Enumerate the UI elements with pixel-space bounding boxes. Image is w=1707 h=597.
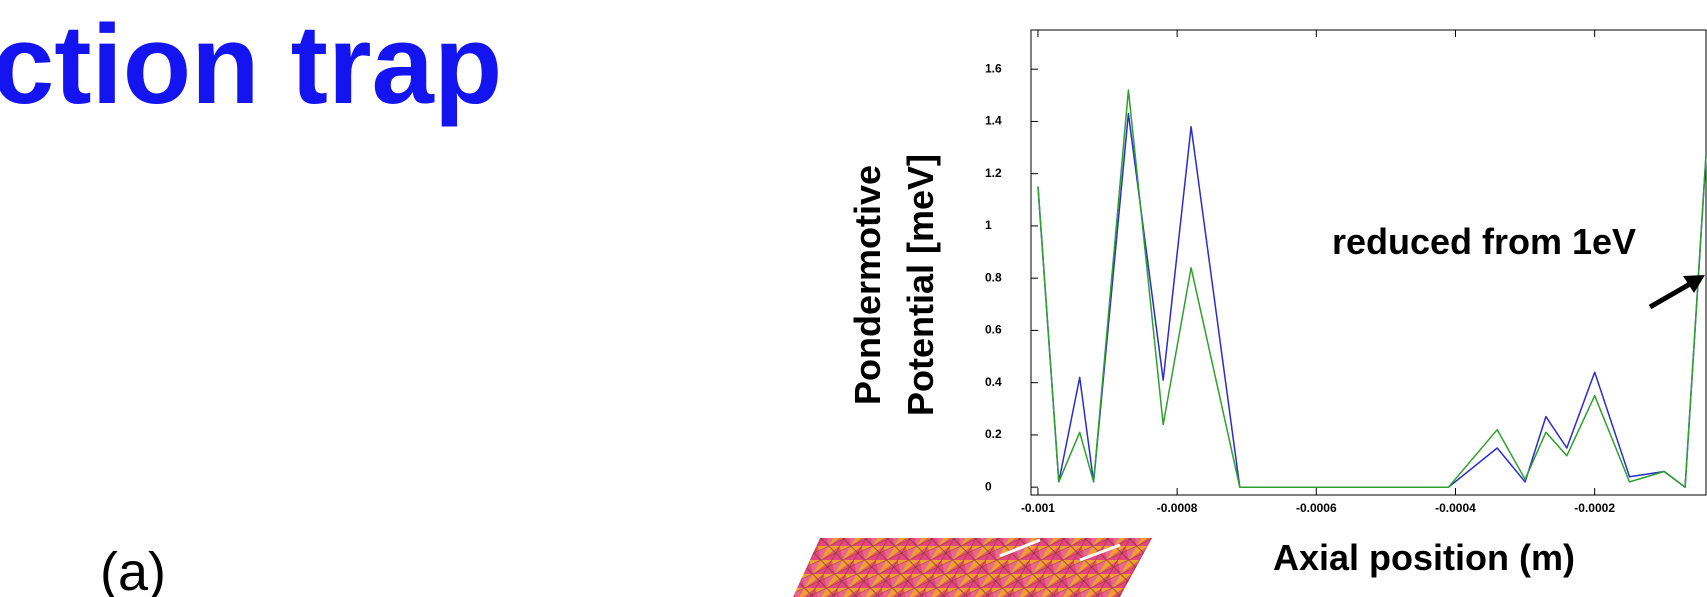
mesh-image [793, 538, 1152, 597]
x-tick-label: -0.0004 [1435, 501, 1476, 515]
y-tick-label: 0.2 [985, 427, 1002, 441]
y-axis-label: Potential [meV] [900, 154, 941, 416]
page: ction trap (a) 0 0.2 0.4 0.6 0.8 1 1.2 1.4 1.6 -0… [0, 0, 1707, 597]
y-tick-label: 1.2 [985, 166, 1002, 180]
x-tick-label: -0.0006 [1296, 501, 1337, 515]
annotation-arrow [1650, 284, 1690, 307]
y-tick-label: 0 [985, 479, 992, 493]
y-axis-label: Pondermotive [847, 165, 888, 405]
y-tick-label: 1 [985, 218, 992, 232]
x-tick-label: -0.0008 [1157, 501, 1198, 515]
chart: 0 0.2 0.4 0.6 0.8 1 1.2 1.4 1.6 -0.001 -0.0008 -0.0… [985, 30, 1706, 515]
x-tick-label: -0.0002 [1574, 501, 1615, 515]
panel-label: (a) [100, 542, 166, 597]
y-tick-label: 1.6 [985, 61, 1002, 75]
x-tick-label: -0.001 [1021, 501, 1055, 515]
data-line [1038, 90, 1706, 487]
slide: ction trap (a) 0 0.2 0.4 0.6 0.8 1 1.2 1.4 1.6 -0… [0, 0, 1707, 597]
y-tick-label: 0.6 [985, 323, 1002, 337]
y-tick-label: 1.4 [985, 114, 1002, 128]
plot-frame [1031, 30, 1706, 495]
y-tick-label: 0.8 [985, 270, 1002, 284]
x-axis-label: Axial position (m) [1273, 537, 1575, 578]
data-line [1038, 114, 1706, 488]
y-tick-label: 0.4 [985, 375, 1002, 389]
slide-title: ction trap [0, 2, 502, 127]
annotation: reduced from 1eV [1332, 221, 1636, 262]
